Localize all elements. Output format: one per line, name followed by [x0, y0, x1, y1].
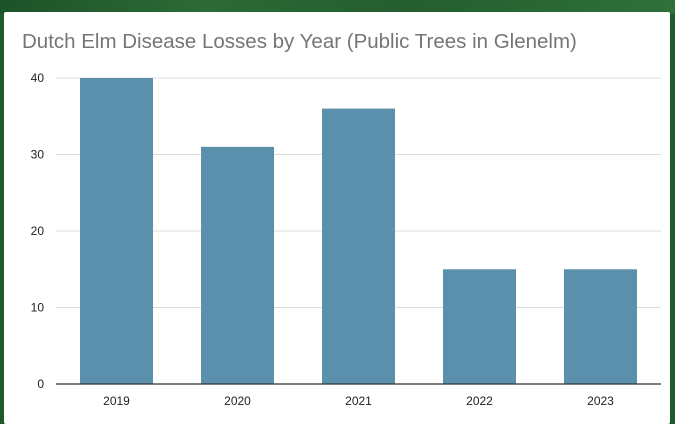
bars: [80, 78, 637, 384]
y-tick-label: 30: [31, 148, 45, 162]
y-tick-label: 40: [31, 71, 45, 85]
y-tick-label: 20: [31, 224, 45, 238]
y-tick-label: 0: [37, 377, 44, 391]
bar-chart: 0 10 20 30 40 2019 2020 2021 2022 2023: [31, 71, 661, 408]
bar-2022: [443, 269, 516, 384]
bar-2020: [201, 146, 274, 384]
x-tick-label: 2023: [587, 394, 614, 408]
x-tick-label: 2019: [103, 394, 130, 408]
bar-2021: [322, 108, 395, 384]
x-tick-label: 2022: [466, 394, 493, 408]
bar-2023: [564, 269, 637, 384]
x-tick-label: 2021: [345, 394, 372, 408]
x-tick-label: 2020: [224, 394, 251, 408]
background-strip: [0, 0, 675, 14]
y-tick-labels: 0 10 20 30 40: [31, 71, 45, 391]
bar-2019: [80, 78, 153, 384]
y-tick-label: 10: [31, 301, 45, 315]
x-tick-labels: 2019 2020 2021 2022 2023: [103, 394, 614, 408]
chart-title: Dutch Elm Disease Losses by Year (Public…: [22, 30, 577, 53]
chart-card: Dutch Elm Disease Losses by Year (Public…: [4, 12, 670, 424]
